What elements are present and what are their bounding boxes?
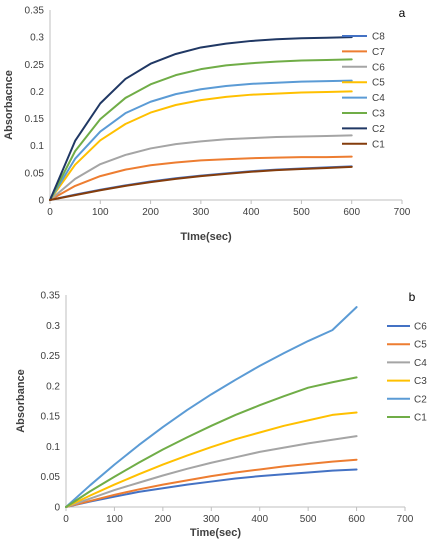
chart-1-series-c5 bbox=[49, 90, 353, 201]
chart-1-series-c6 bbox=[49, 134, 353, 201]
chart-1-x-tick-label: 100 bbox=[92, 207, 109, 218]
chart-2-y-tick-label: 0.25 bbox=[41, 351, 61, 362]
chart-2-y-axis-title: Absorbance bbox=[15, 369, 27, 433]
chart-1-series-c7 bbox=[49, 155, 353, 201]
chart-1-y-tick-label: 0.15 bbox=[25, 114, 45, 125]
chart-2-y-tick-label: 0.15 bbox=[41, 412, 61, 423]
chart-2-series-c1 bbox=[65, 376, 358, 508]
chart-2-legend-entry: C4 bbox=[414, 358, 427, 369]
chart-1-y-axis-title: Absorbacnce bbox=[3, 70, 15, 140]
chart-2-y-tick-label: 0 bbox=[54, 503, 60, 514]
chart-2-series-c4 bbox=[65, 435, 358, 508]
chart-2-legend-entry: C3 bbox=[414, 376, 427, 387]
chart-2-x-tick-label: 400 bbox=[251, 514, 268, 525]
chart-2-x-tick-label: 200 bbox=[155, 514, 172, 525]
chart-2-y-tick-label: 0.1 bbox=[46, 442, 60, 453]
chart-1-legend-entry: C7 bbox=[372, 47, 385, 58]
chart-1-series-c2 bbox=[49, 36, 353, 201]
chart-2-y-tick-label: 0.35 bbox=[41, 291, 61, 302]
chart-1-series-c3 bbox=[49, 58, 353, 201]
chart-1-x-tick-label: 0 bbox=[47, 207, 53, 218]
chart-2-y-tick-label: 0.2 bbox=[46, 381, 60, 392]
chart-1-x-axis-title: TIme(sec) bbox=[180, 231, 232, 243]
chart-1-y-tick-label: 0 bbox=[38, 196, 44, 207]
chart-1-legend-entry: C1 bbox=[372, 139, 385, 150]
chart-2-x-axis-title: Time(sec) bbox=[190, 527, 241, 539]
chart-2-legend-entry: C5 bbox=[414, 340, 427, 351]
chart-2-legend-entry: C2 bbox=[414, 394, 427, 405]
chart-2-series-c2 bbox=[65, 306, 358, 508]
chart-2-series-c5 bbox=[65, 458, 358, 508]
chart-1-legend-entry: C3 bbox=[372, 109, 385, 120]
chart-1-x-tick-label: 300 bbox=[193, 207, 210, 218]
chart-1-y-tick-label: 0.1 bbox=[30, 141, 44, 152]
chart-1-x-tick-label: 700 bbox=[394, 207, 411, 218]
chart-1-series-c1 bbox=[49, 165, 353, 201]
chart-1-series-c8 bbox=[49, 165, 353, 201]
chart-2-x-tick-label: 500 bbox=[300, 514, 317, 525]
chart-2-y-tick-label: 0.05 bbox=[41, 472, 61, 483]
chart-1-x-tick-label: 200 bbox=[142, 207, 159, 218]
chart-1-panel-label: a bbox=[399, 6, 406, 20]
chart-2-x-tick-label: 700 bbox=[397, 514, 414, 525]
chart-2-legend-entry: C6 bbox=[414, 322, 427, 333]
chart-2-x-tick-label: 600 bbox=[348, 514, 365, 525]
chart-2-y-tick-label: 0.3 bbox=[46, 321, 60, 332]
chart-1-x-tick-label: 500 bbox=[293, 207, 310, 218]
chart-1-legend-entry: C2 bbox=[372, 124, 385, 135]
chart-1-y-tick-label: 0.35 bbox=[25, 6, 45, 17]
chart-1-y-tick-label: 0.25 bbox=[25, 60, 45, 71]
chart-1-legend-entry: C4 bbox=[372, 93, 385, 104]
chart-1-legend-entry: C6 bbox=[372, 62, 385, 73]
chart-2-legend-entry: C1 bbox=[414, 413, 427, 424]
chart-2-x-tick-label: 300 bbox=[203, 514, 220, 525]
chart-1-y-tick-label: 0.05 bbox=[25, 168, 45, 179]
chart-1-x-tick-label: 400 bbox=[243, 207, 260, 218]
chart-1-legend-entry: C8 bbox=[372, 32, 385, 43]
chart-1-legend-entry: C5 bbox=[372, 78, 385, 89]
chart-1-y-tick-label: 0.2 bbox=[30, 87, 44, 98]
chart-2-x-tick-label: 100 bbox=[106, 514, 123, 525]
chart-2-series-c6 bbox=[65, 468, 358, 508]
chart-2-x-tick-label: 0 bbox=[63, 514, 69, 525]
chart-1-y-tick-label: 0.3 bbox=[30, 33, 44, 44]
chart-1-series-c4 bbox=[49, 79, 353, 201]
chart-2-panel-label: b bbox=[409, 290, 416, 304]
chart-1-x-tick-label: 600 bbox=[343, 207, 360, 218]
chart-2-series-c3 bbox=[65, 411, 358, 508]
